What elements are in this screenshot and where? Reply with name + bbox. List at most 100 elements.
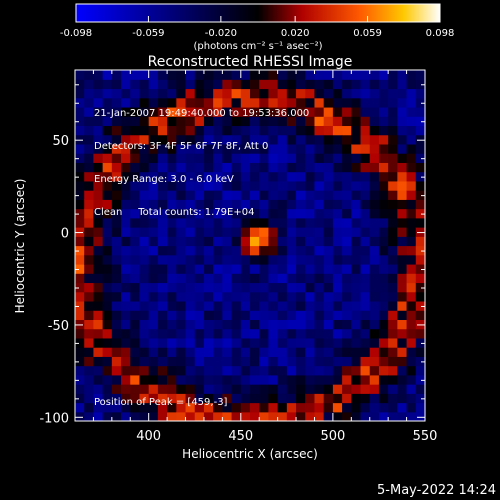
heatmap-cell (378, 208, 389, 219)
heatmap-cell (268, 116, 279, 127)
heatmap-cell (213, 97, 223, 108)
heatmap-cell (250, 402, 260, 413)
heatmap-cell (286, 116, 297, 127)
heatmap-cell (240, 310, 251, 320)
heatmap-cell (213, 217, 223, 228)
heatmap-cell (185, 411, 196, 421)
heatmap-cell (93, 263, 104, 274)
heatmap-cell (240, 217, 251, 228)
heatmap-cell (259, 199, 270, 210)
heatmap-cell (342, 300, 352, 311)
heatmap-cell (139, 393, 150, 404)
heatmap-cell (231, 162, 242, 173)
heatmap-cell (351, 162, 362, 173)
heatmap-cell (240, 402, 251, 413)
heatmap-cell (360, 411, 371, 421)
heatmap-cell (231, 180, 242, 191)
heatmap-cell (176, 310, 187, 320)
heatmap-cell (231, 291, 242, 302)
heatmap-cell (342, 347, 352, 357)
heatmap-cell (360, 263, 371, 274)
heatmap-cell (84, 227, 95, 237)
heatmap-cell (314, 328, 325, 339)
heatmap-cell (167, 116, 177, 127)
heatmap-cell (203, 393, 214, 404)
heatmap-cell (378, 347, 389, 357)
heatmap-cell (231, 393, 242, 404)
heatmap-cell (102, 374, 113, 385)
heatmap-cell (167, 402, 177, 413)
heatmap-cell (240, 227, 251, 237)
heatmap-cell (176, 217, 187, 228)
heatmap-cell (388, 254, 398, 265)
heatmap-cell (351, 254, 362, 265)
heatmap-cell (406, 162, 417, 173)
heatmap-cell (342, 79, 352, 90)
heatmap-cell (185, 337, 196, 348)
heatmap-cell (157, 319, 168, 330)
heatmap-cell (277, 402, 288, 413)
heatmap-cell (213, 411, 223, 421)
heatmap-cell (84, 134, 95, 145)
heatmap-cell (102, 190, 113, 200)
heatmap-cell (378, 88, 389, 99)
heatmap-cell (360, 116, 371, 127)
heatmap-cell (286, 300, 297, 311)
heatmap-cell (277, 347, 288, 357)
heatmap-cell (259, 88, 270, 99)
heatmap-cell (194, 310, 205, 320)
heatmap-cell (203, 384, 214, 394)
heatmap-cell (397, 310, 408, 320)
heatmap-cell (250, 300, 260, 311)
heatmap-cell (231, 190, 242, 200)
heatmap-cell (111, 402, 122, 413)
heatmap-cell (397, 171, 408, 182)
heatmap-cell (259, 328, 270, 339)
heatmap-cell (148, 171, 159, 182)
heatmap-cell (231, 300, 242, 311)
heatmap-cell (130, 319, 141, 330)
heatmap-cell (203, 125, 214, 136)
heatmap-cell (93, 282, 104, 293)
heatmap-cell (157, 97, 168, 108)
info-line: 21-Jan-2007 19:49:40.000 to 19:53:36.000 (94, 108, 310, 119)
heatmap-cell (176, 291, 187, 302)
heatmap-cell (84, 319, 95, 330)
heatmap-cell (194, 208, 205, 219)
heatmap-cell (93, 70, 104, 80)
heatmap-cell (102, 134, 113, 145)
heatmap-cell (167, 282, 177, 293)
heatmap-cell (323, 365, 334, 376)
heatmap-cell (93, 106, 104, 117)
heatmap-cell (194, 116, 205, 127)
heatmap-cell (167, 310, 177, 320)
heatmap-cell (296, 88, 306, 99)
heatmap-cell (84, 300, 95, 311)
x-axis: 400 450 500 550 (92, 70, 437, 444)
heatmap-cell (139, 153, 150, 163)
y-tick-label: -100 (39, 411, 69, 426)
heatmap-cell (167, 190, 177, 200)
heatmap-cell (415, 374, 425, 385)
heatmap-cell (130, 337, 141, 348)
heatmap-cell (397, 291, 408, 302)
heatmap-cell (102, 254, 113, 265)
heatmap-cell (314, 402, 325, 413)
heatmap-cell (351, 393, 362, 404)
heatmap-cell (157, 384, 168, 394)
heatmap-cell (231, 79, 242, 90)
timestamp: 5-May-2022 14:24 (377, 483, 496, 498)
heatmap-cell (75, 328, 85, 339)
heatmap-cell (305, 291, 316, 302)
heatmap-cell (397, 236, 408, 247)
heatmap-cell (378, 245, 389, 256)
heatmap-cell (130, 236, 141, 247)
heatmap-cell (111, 162, 122, 173)
heatmap-cell (406, 88, 417, 99)
heatmap-cell (314, 273, 325, 284)
heatmap-cell (277, 273, 288, 284)
heatmap-cell (286, 208, 297, 219)
heatmap-cell (378, 180, 389, 191)
heatmap-cell (176, 374, 187, 385)
heatmap-cell (296, 143, 306, 154)
